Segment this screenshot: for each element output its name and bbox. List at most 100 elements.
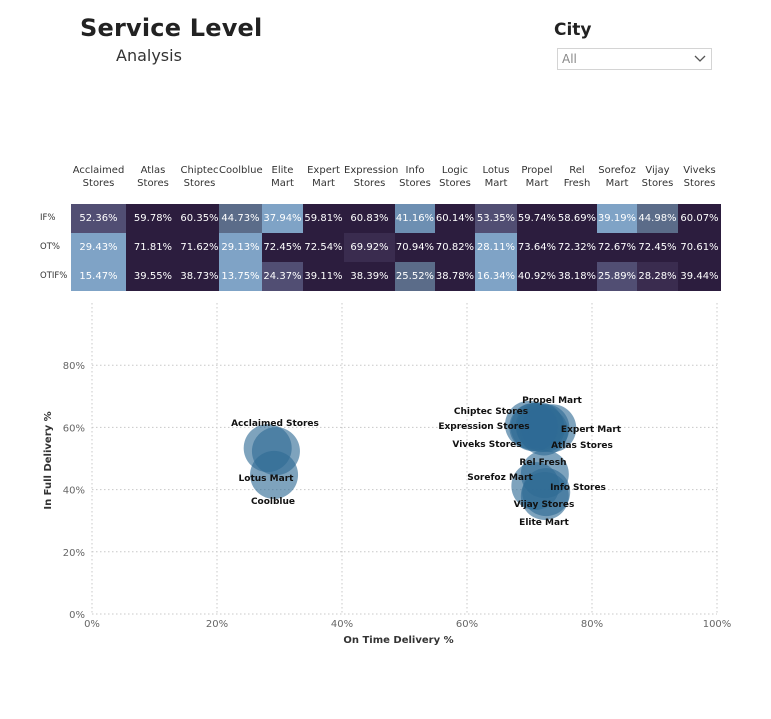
matrix-cell[interactable]: 24.37%: [262, 262, 303, 291]
x-tick-label: 20%: [206, 619, 228, 630]
service-level-matrix: Acclaimed Stores Atlas Stores Chiptec Stores C…: [40, 160, 721, 295]
matrix-cell[interactable]: 15.47%: [71, 262, 126, 291]
matrix-cell[interactable]: 39.55%: [126, 262, 180, 291]
matrix-cell[interactable]: 38.18%: [557, 262, 597, 291]
matrix-cell[interactable]: 25.89%: [597, 262, 637, 291]
column-header-line1: Expression: [344, 165, 399, 176]
row-header: OT%: [40, 242, 60, 252]
city-dropdown[interactable]: All: [557, 48, 712, 70]
column-header-line2: Stores: [399, 178, 431, 189]
column-header-line1: Chiptec: [180, 165, 219, 176]
data-label: Expression Stores: [438, 422, 529, 432]
row-header: IF%: [40, 213, 56, 223]
matrix-cell[interactable]: 40.92%: [517, 262, 557, 291]
chevron-down-icon: [694, 55, 706, 62]
matrix-cell[interactable]: 59.81%: [303, 204, 344, 233]
column-header[interactable]: Vijay Stores: [637, 164, 678, 198]
matrix-cell[interactable]: 72.45%: [262, 233, 303, 262]
column-header-line2: Stores: [137, 178, 169, 189]
matrix-cell[interactable]: 37.94%: [262, 204, 303, 233]
matrix-cell[interactable]: 41.16%: [395, 204, 435, 233]
matrix-cell[interactable]: 70.61%: [678, 233, 721, 262]
data-point[interactable]: [243, 424, 292, 473]
x-tick-label: 80%: [581, 619, 603, 630]
column-header[interactable]: Coolblue: [219, 164, 263, 198]
column-header[interactable]: Chiptec Stores: [180, 164, 219, 198]
column-header-line1: Rel: [569, 165, 585, 176]
column-header-line2: Fresh: [563, 178, 591, 189]
data-label: Coolblue: [251, 497, 295, 507]
matrix-cell[interactable]: 60.14%: [435, 204, 475, 233]
y-tick-label: 60%: [63, 423, 85, 434]
column-header[interactable]: Viveks Stores: [678, 164, 721, 198]
column-header[interactable]: Atlas Stores: [126, 164, 180, 198]
matrix-cell[interactable]: 38.39%: [344, 262, 395, 291]
x-tick-label: 0%: [84, 619, 100, 630]
column-header-line1: Propel: [521, 165, 553, 176]
column-header-line2: Stores: [641, 178, 674, 189]
column-header[interactable]: Sorefoz Mart: [597, 164, 637, 198]
matrix-cell[interactable]: 13.75%: [219, 262, 262, 291]
data-point[interactable]: [520, 450, 569, 499]
column-header-line1: Atlas: [140, 165, 166, 176]
matrix-cell[interactable]: 28.11%: [475, 233, 517, 262]
matrix-cell[interactable]: 60.07%: [678, 204, 721, 233]
column-header-line2: Stores: [683, 178, 716, 189]
column-header[interactable]: Lotus Mart: [475, 164, 517, 198]
matrix-cell[interactable]: 70.94%: [395, 233, 435, 262]
matrix-cell[interactable]: 71.62%: [180, 233, 219, 262]
page-subtitle: Analysis: [116, 46, 182, 65]
column-header[interactable]: Logic Stores: [435, 164, 475, 198]
data-label: Lotus Mart: [239, 474, 295, 484]
data-label: Chiptec Stores: [454, 407, 528, 417]
x-tick-label: 60%: [456, 619, 478, 630]
matrix-cell[interactable]: 71.81%: [126, 233, 180, 262]
data-point[interactable]: [509, 403, 558, 452]
y-tick-label: 40%: [63, 486, 85, 497]
matrix-cell[interactable]: 28.28%: [637, 262, 678, 291]
matrix-cell[interactable]: 44.73%: [219, 204, 262, 233]
y-tick-label: 0%: [69, 610, 85, 621]
matrix-cell[interactable]: 29.43%: [71, 233, 126, 262]
matrix-cell[interactable]: 52.36%: [71, 204, 126, 233]
matrix-cell[interactable]: 59.74%: [517, 204, 557, 233]
page-title: Service Level: [80, 14, 263, 42]
column-header[interactable]: Propel Mart: [517, 164, 557, 198]
data-label: Atlas Stores: [551, 441, 613, 451]
matrix-cell[interactable]: 69.92%: [344, 233, 395, 262]
column-header-line1: Vijay: [645, 165, 670, 176]
column-header[interactable]: Rel Fresh: [557, 164, 597, 198]
matrix-cell[interactable]: 29.13%: [219, 233, 262, 262]
matrix-cell[interactable]: 39.11%: [303, 262, 344, 291]
column-header[interactable]: Expression Stores: [344, 164, 399, 198]
matrix-cell[interactable]: 72.32%: [557, 233, 597, 262]
matrix-cell[interactable]: 38.78%: [435, 262, 475, 291]
matrix-cell[interactable]: 73.64%: [517, 233, 557, 262]
column-header[interactable]: Info Stores: [395, 164, 435, 198]
matrix-cell[interactable]: 38.73%: [180, 262, 219, 291]
column-header-line1: Expert: [307, 165, 340, 176]
matrix-cell[interactable]: 72.54%: [303, 233, 344, 262]
column-header[interactable]: Elite Mart: [262, 164, 303, 198]
matrix-cell[interactable]: 59.78%: [126, 204, 180, 233]
column-header-line1: Sorefoz: [598, 165, 636, 176]
matrix-cell[interactable]: 72.67%: [597, 233, 637, 262]
y-axis-title: In Full Delivery %: [43, 411, 54, 509]
column-header-line1: Info: [405, 165, 425, 176]
column-header[interactable]: Expert Mart: [303, 164, 344, 198]
matrix-cell[interactable]: 53.35%: [475, 204, 517, 233]
column-header[interactable]: Acclaimed Stores: [71, 164, 126, 198]
matrix-cell[interactable]: 70.82%: [435, 233, 475, 262]
matrix-cell[interactable]: 58.69%: [557, 204, 597, 233]
matrix-cell[interactable]: 25.52%: [395, 262, 435, 291]
matrix-cell[interactable]: 72.45%: [637, 233, 678, 262]
matrix-cell[interactable]: 44.98%: [637, 204, 678, 233]
x-axis-title: On Time Delivery %: [343, 635, 453, 646]
data-label: Rel Fresh: [519, 458, 566, 468]
matrix-cell[interactable]: 16.34%: [475, 262, 517, 291]
matrix-cell[interactable]: 39.19%: [597, 204, 637, 233]
column-header-line1: Viveks: [683, 165, 716, 176]
matrix-cell[interactable]: 60.83%: [344, 204, 395, 233]
matrix-cell[interactable]: 60.35%: [180, 204, 219, 233]
matrix-cell[interactable]: 39.44%: [678, 262, 721, 291]
